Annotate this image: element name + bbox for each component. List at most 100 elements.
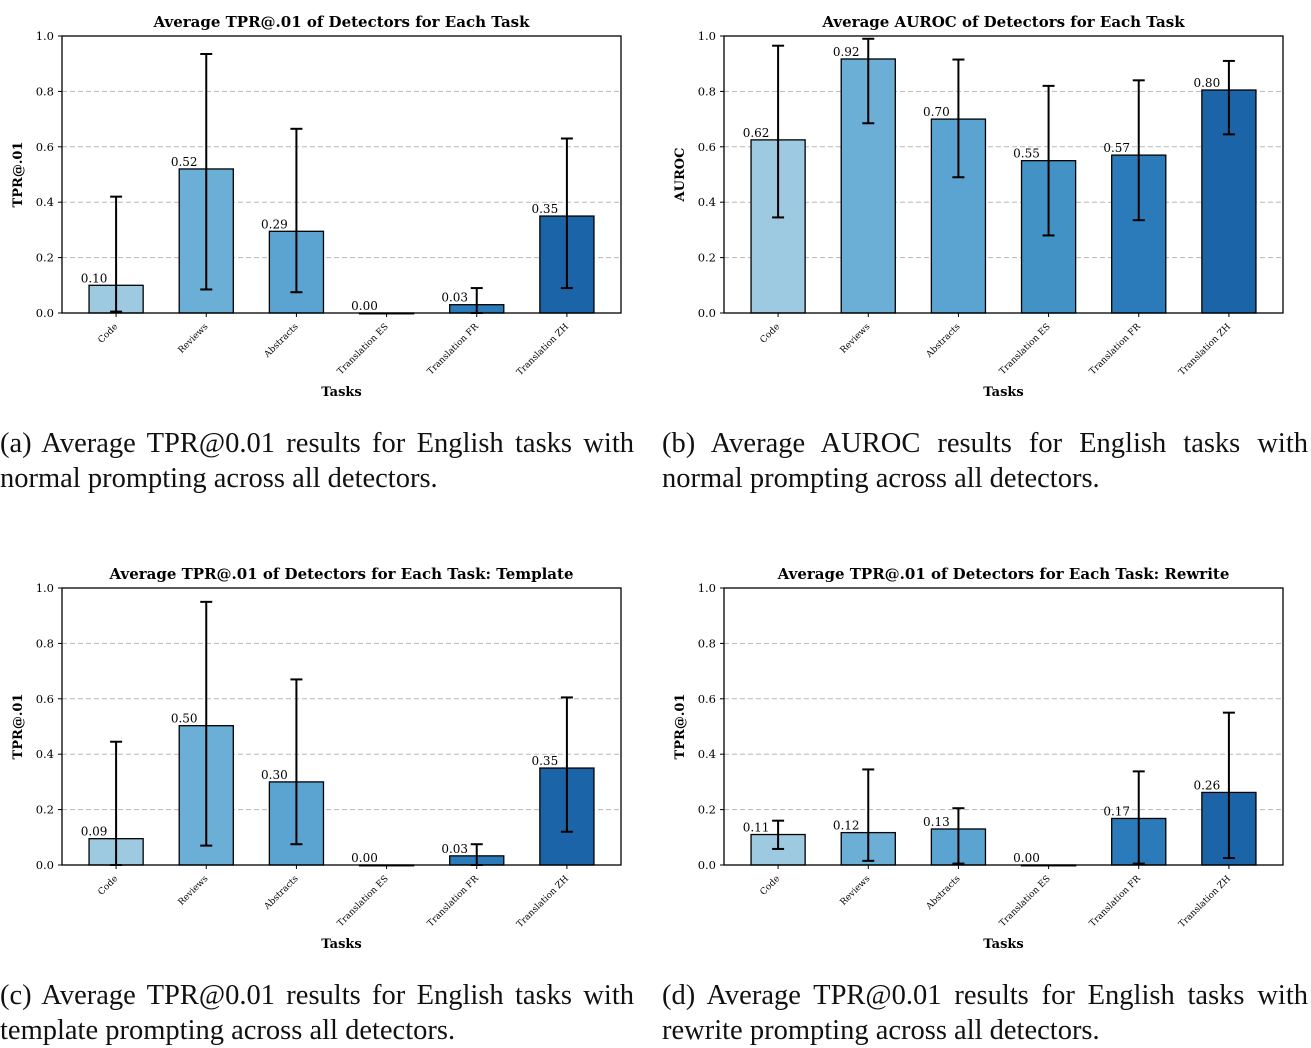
y-tick-label: 0.4 bbox=[36, 747, 54, 761]
bar-chart-b: Average AUROC of Detectors for Each Task… bbox=[673, 13, 1284, 400]
x-tick-label: Translation FR bbox=[1088, 874, 1143, 929]
x-axis-label: Tasks bbox=[983, 385, 1024, 400]
y-tick-label: 0.8 bbox=[36, 636, 54, 650]
value-label: 0.03 bbox=[441, 842, 468, 856]
error-bar bbox=[1222, 59, 1235, 136]
chart-panel-b: Average AUROC of Detectors for Each Task… bbox=[662, 0, 1308, 494]
x-tick-label: Abstracts bbox=[262, 874, 301, 913]
value-label: 0.03 bbox=[441, 291, 468, 305]
y-tick-label: 0.4 bbox=[36, 195, 54, 209]
error-bar bbox=[952, 807, 965, 865]
plot-frame bbox=[61, 35, 622, 314]
x-tick-label: Translation ES bbox=[336, 322, 391, 377]
x-tick-label: Abstracts bbox=[262, 322, 301, 361]
x-tick-label: Code bbox=[759, 874, 783, 898]
error-bar bbox=[862, 768, 875, 862]
y-tick-label: 0.8 bbox=[698, 636, 716, 650]
value-label: 0.80 bbox=[1193, 76, 1220, 90]
chart-title: Average TPR@.01 of Detectors for Each Ta… bbox=[152, 13, 530, 31]
x-tick-label: Translation ZH bbox=[1177, 874, 1233, 930]
y-tick-label: 0.0 bbox=[36, 858, 54, 872]
error-bar bbox=[110, 195, 123, 313]
error-bar bbox=[1222, 711, 1235, 860]
value-label: 0.00 bbox=[351, 851, 378, 865]
value-label: 0.70 bbox=[923, 105, 950, 119]
error-bar bbox=[772, 819, 785, 850]
chart-panel-d: Average TPR@.01 of Detectors for Each Ta… bbox=[662, 552, 1308, 1046]
y-tick-label: 0.2 bbox=[698, 803, 716, 817]
y-tick-label: 1.0 bbox=[36, 29, 54, 43]
error-bar bbox=[200, 600, 213, 847]
y-tick-label: 0.6 bbox=[36, 140, 54, 154]
value-label: 0.00 bbox=[351, 299, 378, 313]
y-tick-label: 0.0 bbox=[698, 306, 716, 320]
y-tick-label: 0.4 bbox=[698, 747, 716, 761]
error-bar bbox=[560, 137, 573, 290]
figure-caption-c: (c) Average TPR@0.01 results for English… bbox=[0, 980, 634, 1046]
x-tick-label: Abstracts bbox=[924, 874, 963, 913]
error-bar bbox=[560, 696, 573, 833]
chart-title: Average TPR@.01 of Detectors for Each Ta… bbox=[108, 565, 573, 583]
figure-caption-a: (a) Average TPR@0.01 results for English… bbox=[0, 428, 634, 494]
y-tick-label: 0.6 bbox=[698, 692, 716, 706]
y-tick-label: 0.0 bbox=[698, 858, 716, 872]
value-label: 0.10 bbox=[81, 271, 108, 285]
x-tick-label: Translation ZH bbox=[515, 874, 571, 930]
value-label: 0.57 bbox=[1103, 141, 1130, 155]
value-label: 0.29 bbox=[261, 217, 288, 231]
x-tick-label: Reviews bbox=[177, 874, 211, 908]
x-tick-label: Translation FR bbox=[1088, 322, 1143, 377]
x-tick-label: Translation FR bbox=[426, 874, 481, 929]
x-tick-label: Translation ES bbox=[998, 874, 1053, 929]
error-bar bbox=[290, 678, 303, 846]
x-tick-label: Code bbox=[97, 874, 121, 898]
y-tick-label: 0.2 bbox=[36, 251, 54, 265]
value-label: 0.35 bbox=[531, 754, 558, 768]
bar-chart-c: Average TPR@.01 of Detectors for Each Ta… bbox=[11, 565, 622, 952]
error-bar bbox=[200, 53, 213, 291]
y-tick-label: 0.8 bbox=[36, 84, 54, 98]
plot-frame bbox=[61, 587, 622, 866]
x-axis-label: Tasks bbox=[983, 937, 1024, 952]
value-label: 0.30 bbox=[261, 768, 288, 782]
value-label: 0.13 bbox=[923, 815, 950, 829]
error-bar bbox=[290, 127, 303, 294]
value-label: 0.26 bbox=[1193, 778, 1220, 792]
x-axis-label: Tasks bbox=[321, 937, 362, 952]
value-label: 0.17 bbox=[1103, 804, 1130, 818]
error-bar bbox=[952, 58, 965, 179]
y-axis-label: TPR@.01 bbox=[673, 694, 688, 760]
value-label: 0.55 bbox=[1013, 147, 1040, 161]
plot-frame bbox=[723, 587, 1284, 866]
x-tick-label: Translation FR bbox=[426, 322, 481, 377]
y-axis-label: TPR@.01 bbox=[11, 694, 26, 760]
value-label: 0.12 bbox=[833, 819, 860, 833]
x-tick-label: Code bbox=[759, 322, 783, 346]
value-label: 0.11 bbox=[743, 821, 770, 835]
x-axis-label: Tasks bbox=[321, 385, 362, 400]
value-label: 0.09 bbox=[81, 825, 108, 839]
y-tick-label: 0.6 bbox=[698, 140, 716, 154]
y-axis-label: AUROC bbox=[673, 148, 688, 203]
y-tick-label: 0.2 bbox=[698, 251, 716, 265]
bar-chart-a: Average TPR@.01 of Detectors for Each Ta… bbox=[11, 13, 622, 400]
x-tick-label: Translation ZH bbox=[1177, 322, 1233, 378]
y-tick-label: 0.4 bbox=[698, 195, 716, 209]
y-tick-label: 1.0 bbox=[36, 581, 54, 595]
x-tick-label: Reviews bbox=[839, 874, 873, 908]
x-tick-label: Reviews bbox=[839, 322, 873, 356]
value-label: 0.35 bbox=[531, 202, 558, 216]
y-tick-label: 1.0 bbox=[698, 29, 716, 43]
figure-caption-b: (b) Average AUROC results for English ta… bbox=[662, 428, 1308, 494]
x-tick-label: Translation ZH bbox=[515, 322, 571, 378]
error-bar bbox=[1132, 79, 1145, 222]
error-bar bbox=[1042, 84, 1055, 237]
chart-panel-a: Average TPR@.01 of Detectors for Each Ta… bbox=[0, 0, 640, 494]
value-label: 0.92 bbox=[833, 45, 860, 59]
plot-frame bbox=[723, 35, 1284, 314]
y-tick-label: 0.8 bbox=[698, 84, 716, 98]
y-tick-label: 1.0 bbox=[698, 581, 716, 595]
value-label: 0.52 bbox=[171, 155, 198, 169]
y-tick-label: 0.6 bbox=[36, 692, 54, 706]
x-tick-label: Code bbox=[97, 322, 121, 346]
